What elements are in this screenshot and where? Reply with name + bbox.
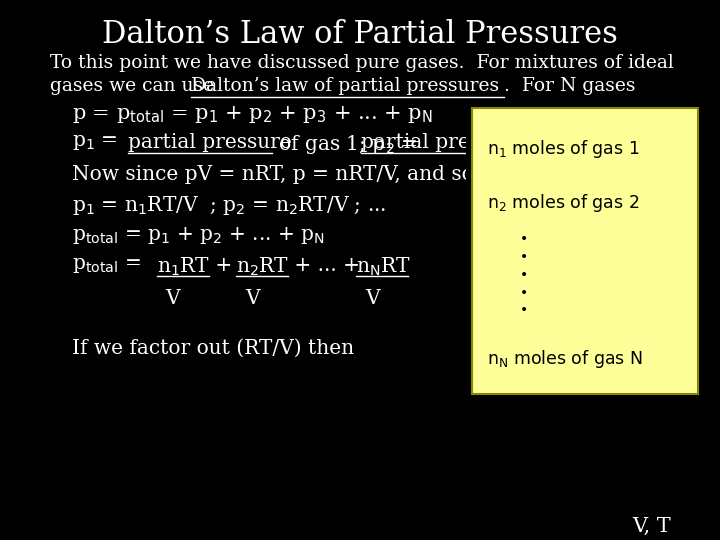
Text: p$_{\rm 1}$ = n$_{\rm 1}$RT/V  ; p$_{\rm 2}$ = n$_{\rm 2}$RT/V ; ...: p$_{\rm 1}$ = n$_{\rm 1}$RT/V ; p$_{\rm … (72, 194, 387, 218)
Text: If we factor out (RT/V) then: If we factor out (RT/V) then (72, 339, 354, 357)
Text: n$_{\rm 1}$RT: n$_{\rm 1}$RT (157, 256, 210, 278)
Text: V, T: V, T (632, 517, 671, 536)
Text: •: • (520, 232, 528, 246)
Text: p$_{\rm total}$ = p$_{\rm 1}$ + p$_{\rm 2}$ + ... + p$_{\rm N}$: p$_{\rm total}$ = p$_{\rm 1}$ + p$_{\rm … (72, 225, 325, 246)
Text: V: V (245, 289, 259, 308)
Text: n$_{\rm 2}$ moles of gas 2: n$_{\rm 2}$ moles of gas 2 (487, 192, 640, 214)
Text: n$_{\rm 2}$RT: n$_{\rm 2}$RT (236, 256, 289, 278)
Text: To this point we have discussed pure gases.  For mixtures of ideal: To this point we have discussed pure gas… (50, 54, 674, 72)
Text: •: • (520, 250, 528, 264)
Text: .  For N gases: . For N gases (504, 77, 636, 94)
Text: partial pressure: partial pressure (128, 133, 292, 152)
Text: Dalton’s law of partial pressures: Dalton’s law of partial pressures (191, 77, 499, 94)
Text: of gas 2; etc.: of gas 2; etc. (504, 133, 642, 152)
Text: Now since pV = nRT, p = nRT/V, and so: Now since pV = nRT, p = nRT/V, and so (72, 165, 474, 184)
Text: •: • (520, 268, 528, 282)
Text: Dalton’s Law of Partial Pressures: Dalton’s Law of Partial Pressures (102, 19, 618, 50)
Text: p$_{\rm total}$ =: p$_{\rm total}$ = (72, 256, 143, 275)
Text: +: + (209, 256, 238, 275)
Text: of gas 1; p$_{\rm 2}$ =: of gas 1; p$_{\rm 2}$ = (272, 133, 420, 157)
Text: n$_{\rm N}$RT: n$_{\rm N}$RT (356, 256, 411, 278)
Text: p$_{\rm 1}$ =: p$_{\rm 1}$ = (72, 133, 120, 152)
FancyBboxPatch shape (466, 104, 704, 399)
Text: + ... +: + ... + (288, 256, 366, 275)
Text: V: V (166, 289, 180, 308)
Text: partial pressure: partial pressure (361, 133, 525, 152)
FancyBboxPatch shape (472, 108, 698, 394)
Text: p = p$_{\rm total}$ = p$_{\rm 1}$ + p$_{\rm 2}$ + p$_{\rm 3}$ + ... + p$_{\rm N}: p = p$_{\rm total}$ = p$_{\rm 1}$ + p$_{… (72, 104, 433, 125)
Text: •: • (520, 286, 528, 300)
Text: •: • (520, 303, 528, 318)
Text: gases we can use: gases we can use (50, 77, 220, 94)
Text: n$_{\rm N}$ moles of gas N: n$_{\rm N}$ moles of gas N (487, 348, 643, 370)
Text: V: V (365, 289, 379, 308)
Text: n$_{\rm 1}$ moles of gas 1: n$_{\rm 1}$ moles of gas 1 (487, 138, 640, 160)
